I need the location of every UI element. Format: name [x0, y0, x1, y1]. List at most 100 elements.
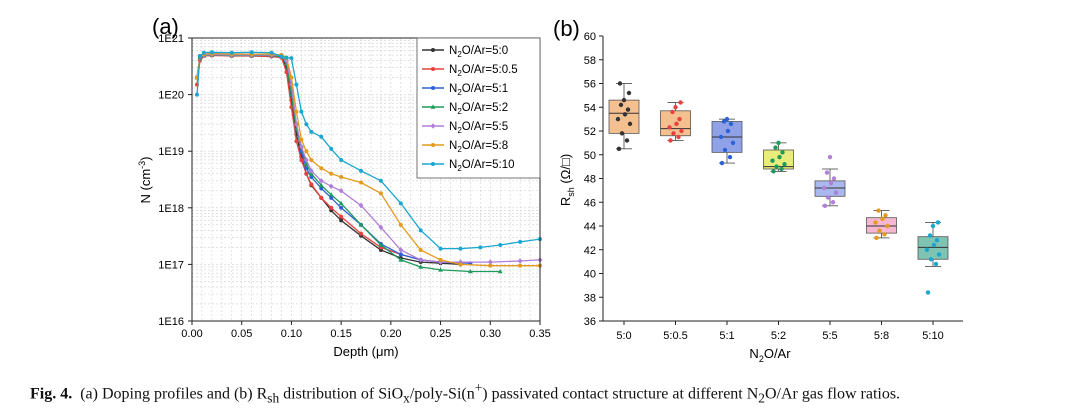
data-point: [339, 214, 344, 219]
y-tick-label: 1E18: [158, 203, 184, 215]
data-point: [304, 149, 309, 154]
data-point: [358, 202, 364, 209]
data-point: [319, 195, 324, 200]
y-tick-label: 1E20: [158, 90, 184, 102]
y-tick-label: 1E17: [158, 259, 184, 271]
data-point: [925, 290, 931, 295]
data-point: [309, 175, 314, 180]
caption-sup-3: +: [474, 380, 483, 395]
y-tick-label: 42: [584, 245, 596, 257]
data-point: [209, 50, 214, 55]
data-point: [438, 246, 443, 251]
legend-label: N2O/Ar=5:10: [449, 159, 515, 173]
data-point: [458, 246, 463, 251]
panel-a-legend: N2O/Ar=5:0 N2O/Ar=5:0.5 N2O/Ar=5:1 N2O/Ar=5…: [416, 37, 541, 179]
caption-sub-1: sh: [267, 390, 280, 406]
data-point: [518, 263, 523, 268]
y-tick-label: 40: [584, 269, 596, 281]
x-tick-label: 0.25: [430, 328, 451, 340]
figure-caption: Fig. 4. (a) Doping profiles and (b) Rsh …: [30, 380, 1060, 407]
data-point: [303, 161, 309, 166]
data-point: [771, 169, 776, 174]
data-point: [882, 232, 887, 237]
data-point: [821, 185, 827, 191]
data-point: [874, 235, 879, 241]
data-point: [299, 137, 304, 142]
data-point: [928, 257, 934, 262]
data-point: [303, 157, 309, 163]
data-point: [616, 146, 622, 152]
data-point: [725, 128, 731, 134]
data-point: [677, 116, 682, 122]
data-point: [883, 213, 888, 218]
data-point: [304, 122, 309, 127]
legend-box: [416, 37, 541, 179]
data-point: [619, 131, 625, 136]
data-point: [824, 170, 830, 175]
data-point: [488, 263, 493, 268]
legend-label: N2O/Ar=5:1: [449, 83, 508, 97]
data-point: [822, 203, 828, 209]
data-point: [269, 50, 274, 55]
data-point: [194, 92, 199, 97]
x-tick-label: 0.10: [281, 328, 302, 340]
caption-text-1: (a) Doping profiles and (b) R: [80, 385, 268, 403]
data-point: [319, 134, 324, 139]
data-point: [618, 102, 624, 108]
data-point: [378, 242, 384, 247]
x-tick-label: 0.35: [529, 328, 550, 340]
panel-b-boxes: [608, 81, 949, 295]
data-point: [308, 168, 314, 174]
data-point: [724, 116, 730, 122]
y-tick-label: 60: [584, 31, 596, 43]
series-line: [194, 53, 443, 265]
data-point: [431, 48, 435, 52]
data-point: [299, 157, 304, 162]
data-point: [197, 54, 202, 59]
legend-entry: N2O/Ar=5:10: [422, 159, 515, 173]
box-plot: [763, 140, 794, 174]
legend-entry: N2O/Ar=5:1: [422, 83, 508, 97]
data-point: [727, 154, 733, 160]
data-point: [676, 134, 681, 140]
data-point: [229, 50, 234, 55]
legend-entry: N2O/Ar=5:0: [422, 45, 508, 59]
data-point: [329, 171, 334, 176]
data-point: [304, 171, 309, 176]
y-tick-label: 44: [584, 221, 596, 233]
data-point: [722, 147, 728, 153]
data-point: [625, 107, 631, 112]
x-tick-label: 5:2: [771, 330, 786, 342]
data-point: [339, 205, 344, 210]
panel-a-frame: [191, 37, 541, 322]
x-tick-label: 0.00: [181, 328, 202, 340]
legend-entry: N2O/Ar=5:2: [422, 102, 508, 116]
series-path: [196, 54, 441, 263]
box-plot: [660, 100, 691, 143]
data-point: [398, 257, 404, 262]
data-point: [398, 222, 403, 227]
data-point: [418, 228, 423, 233]
data-point: [431, 86, 435, 90]
x-tick-label: 0.05: [231, 328, 252, 340]
data-point: [329, 195, 334, 200]
y-tick-label: 38: [584, 292, 596, 304]
legend-label: N2O/Ar=5:5: [449, 121, 508, 135]
data-point: [721, 119, 727, 124]
y-tick-label: 58: [584, 55, 596, 67]
data-point: [615, 116, 621, 122]
y-tick-label: 46: [584, 197, 596, 209]
data-point: [487, 259, 493, 265]
data-point: [930, 223, 936, 229]
data-point: [673, 105, 678, 110]
x-tick-label: 0.15: [330, 328, 351, 340]
data-point: [339, 157, 344, 162]
data-point: [678, 100, 683, 105]
data-point: [398, 252, 403, 257]
legend-label: N2O/Ar=5:0: [449, 45, 508, 59]
series-path: [196, 53, 541, 263]
box-iqr: [608, 99, 640, 134]
data-point: [670, 109, 675, 115]
data-point: [359, 180, 364, 185]
data-point: [418, 264, 424, 269]
